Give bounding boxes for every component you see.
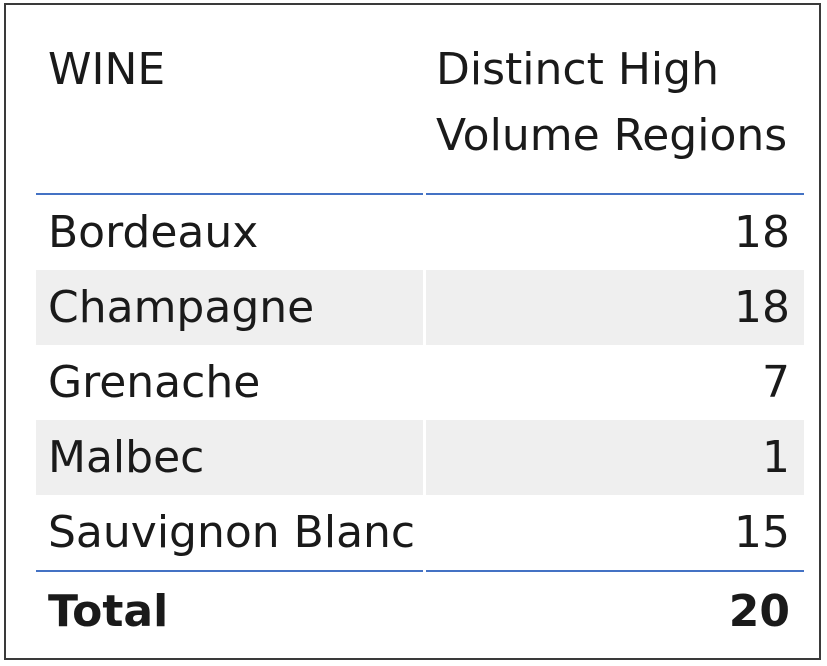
header-divider <box>36 193 804 195</box>
table-row[interactable]: Malbec 1 <box>36 420 804 495</box>
total-divider-left <box>36 570 423 572</box>
table-row[interactable]: Bordeaux 18 <box>36 195 804 270</box>
total-divider <box>36 570 804 572</box>
row-label: Bordeaux <box>48 207 259 258</box>
row-stripe <box>36 270 423 345</box>
table-visual-frame: WINE Distinct High Volume Regions Bordea… <box>4 3 821 660</box>
row-value: 1 <box>762 432 790 483</box>
row-value: 7 <box>762 357 790 408</box>
row-value: 18 <box>734 282 790 333</box>
row-value: 15 <box>734 507 790 558</box>
total-divider-right <box>426 570 804 572</box>
row-label: Malbec <box>48 432 205 483</box>
column-header-distinct-high-volume-regions[interactable]: Distinct High Volume Regions <box>436 44 788 161</box>
column-header-wine[interactable]: WINE <box>48 44 166 95</box>
total-value: 20 <box>728 586 790 637</box>
total-row[interactable]: Total 20 <box>36 572 804 652</box>
row-label: Grenache <box>48 357 261 408</box>
row-value: 18 <box>734 207 790 258</box>
row-label: Champagne <box>48 282 315 333</box>
table-header-row: WINE Distinct High Volume Regions <box>36 33 804 193</box>
header-divider-right <box>426 193 804 195</box>
table-row[interactable]: Grenache 7 <box>36 345 804 420</box>
row-stripe <box>426 420 804 495</box>
total-label: Total <box>48 586 169 637</box>
row-stripe <box>36 420 423 495</box>
table-row[interactable]: Champagne 18 <box>36 270 804 345</box>
header-divider-left <box>36 193 423 195</box>
matrix-table: WINE Distinct High Volume Regions Bordea… <box>36 33 804 652</box>
row-label: Sauvignon Blanc <box>48 507 416 558</box>
table-row[interactable]: Sauvignon Blanc 15 <box>36 495 804 570</box>
row-stripe <box>426 270 804 345</box>
